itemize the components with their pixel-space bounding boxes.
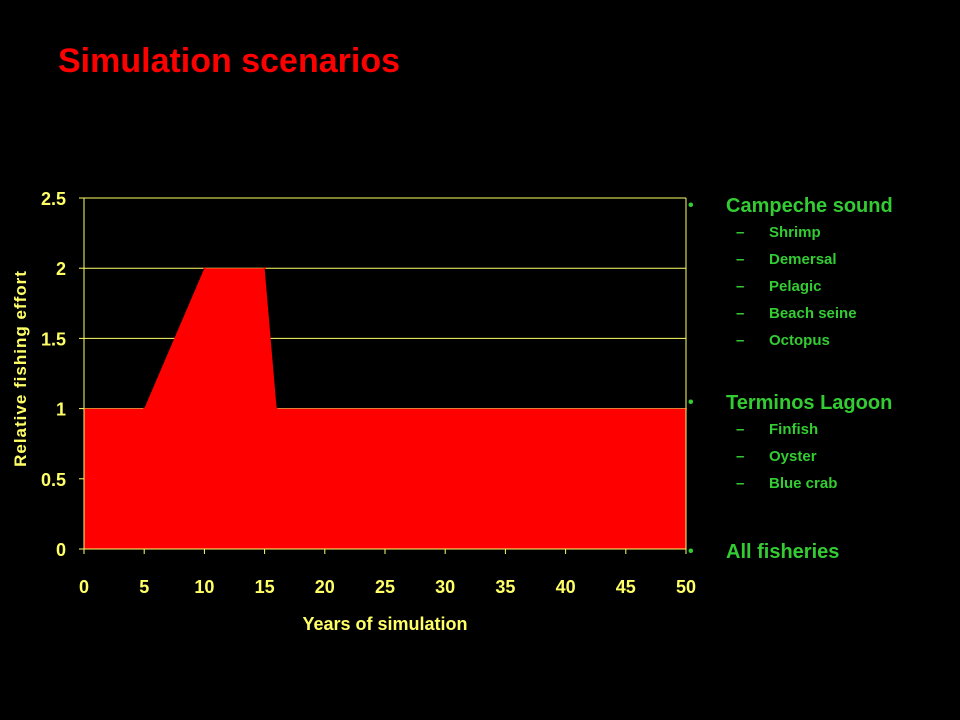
data-point xyxy=(203,267,206,270)
x-tick-label: 0 xyxy=(79,577,89,597)
fishery-item: – Finfish xyxy=(688,416,958,443)
fishery-label: Demersal xyxy=(769,251,837,268)
x-tick-label: 25 xyxy=(375,577,395,597)
dash-icon: – xyxy=(736,475,745,492)
slide-title: Simulation scenarios xyxy=(58,42,400,80)
fishery-item: – Beach seine xyxy=(688,300,958,327)
bullet-icon: • xyxy=(688,394,694,411)
data-point xyxy=(143,407,146,410)
x-tick-label: 35 xyxy=(495,577,515,597)
y-tick-label: 2.5 xyxy=(41,189,66,209)
x-tick-label: 50 xyxy=(676,577,696,597)
dash-icon: – xyxy=(736,305,745,322)
dash-icon: – xyxy=(736,332,745,349)
x-tick-label: 45 xyxy=(616,577,636,597)
scenario-label: Terminos Lagoon xyxy=(726,392,893,414)
scenario-group-terminos: • Terminos Lagoon – Finfish – Oyster – Blue… xyxy=(688,390,958,497)
data-point xyxy=(275,407,278,410)
scenario-group-campeche: • Campeche sound – Shrimp – Demersal – Pela… xyxy=(688,193,958,354)
fishery-label: Octopus xyxy=(769,332,830,349)
effort-area xyxy=(84,268,686,549)
x-tick-label: 30 xyxy=(435,577,455,597)
fishery-item: – Oyster xyxy=(688,443,958,470)
x-tick-label: 15 xyxy=(255,577,275,597)
fishery-label: Shrimp xyxy=(769,224,821,241)
fishery-item: – Shrimp xyxy=(688,219,958,246)
dash-icon: – xyxy=(736,421,745,438)
bullet-icon: • xyxy=(688,543,694,560)
x-tick-label: 5 xyxy=(139,577,149,597)
dash-icon: – xyxy=(736,224,745,241)
y-tick-label: 1.5 xyxy=(41,329,66,349)
data-point xyxy=(263,267,266,270)
scenario-group-all: • All fisheries xyxy=(688,539,958,565)
dash-icon: – xyxy=(736,278,745,295)
fishery-label: Pelagic xyxy=(769,278,822,295)
scenario-heading: • Campeche sound xyxy=(688,193,958,219)
fishery-item: – Demersal xyxy=(688,246,958,273)
y-axis-label: Relative fishing effort xyxy=(11,270,30,467)
fishery-item: – Octopus xyxy=(688,327,958,354)
fishery-label: Finfish xyxy=(769,421,819,438)
scenario-heading: • All fisheries xyxy=(688,539,958,565)
fishery-item: – Blue crab xyxy=(688,470,958,497)
bullet-icon: • xyxy=(688,197,694,214)
x-tick-label: 40 xyxy=(556,577,576,597)
scenario-label: Campeche sound xyxy=(726,195,893,217)
dash-icon: – xyxy=(736,251,745,268)
dash-icon: – xyxy=(736,448,745,465)
y-tick-label: 0 xyxy=(56,540,66,560)
x-tick-label: 20 xyxy=(315,577,335,597)
scenario-heading: • Terminos Lagoon xyxy=(688,390,958,416)
x-axis-label: Years of simulation xyxy=(302,614,467,634)
y-tick-label: 1 xyxy=(56,400,66,420)
fishery-label: Oyster xyxy=(769,448,817,465)
x-tick-label: 10 xyxy=(194,577,214,597)
effort-chart: 0 0.5 1 1.5 2 2.5 0 5 10 15 20 25 30 35 40 45 50 Years of… xyxy=(11,189,696,634)
fishery-label: Blue crab xyxy=(769,475,838,492)
fishery-label: Beach seine xyxy=(769,305,857,322)
scenario-label: All fisheries xyxy=(726,541,840,563)
y-tick-label: 2 xyxy=(56,259,66,279)
fishery-item: – Pelagic xyxy=(688,273,958,300)
y-tick-label: 0.5 xyxy=(41,470,66,490)
